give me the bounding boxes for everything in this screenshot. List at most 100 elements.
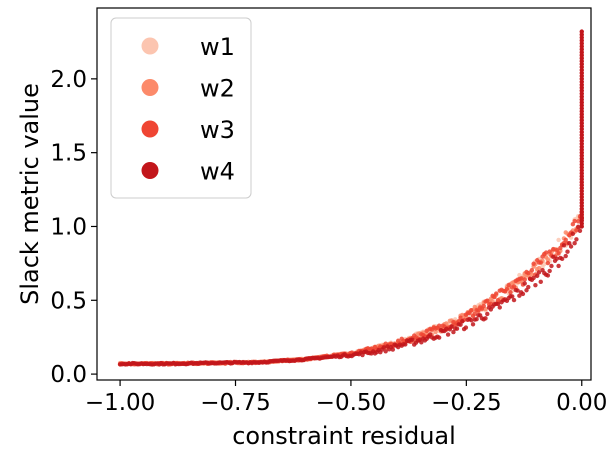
legend-label: w4 [200, 158, 235, 186]
data-point [572, 241, 577, 246]
data-point [536, 265, 542, 271]
data-point [563, 237, 568, 243]
data-point [481, 303, 486, 309]
data-point [551, 246, 556, 252]
data-point [531, 275, 536, 281]
data-point [515, 288, 520, 293]
y-tick-label: 0.0 [50, 362, 87, 388]
data-point [436, 335, 442, 340]
data-point [559, 256, 565, 262]
data-point [485, 298, 490, 303]
data-point [554, 247, 560, 253]
data-point [458, 322, 463, 327]
data-point [474, 316, 479, 322]
data-point [419, 340, 424, 345]
data-point [454, 326, 460, 331]
data-point [533, 282, 538, 288]
data-point [449, 324, 454, 329]
data-point [510, 294, 515, 299]
data-point [535, 273, 540, 279]
legend-label: w2 [200, 75, 235, 103]
data-point [529, 272, 535, 277]
data-point [469, 307, 474, 313]
plot-frame [96, 7, 592, 381]
data-point [576, 224, 581, 230]
x-tick-label: −0.25 [431, 390, 501, 416]
data-point [472, 311, 478, 317]
data-point [520, 291, 526, 297]
data-point [572, 218, 577, 224]
data-point [556, 251, 561, 256]
data-point [538, 279, 543, 285]
data-point [436, 323, 442, 328]
data-point [567, 240, 572, 246]
y-tick-label: 1.0 [50, 214, 87, 240]
legend-item-w1: w1 [141, 33, 235, 61]
data-point [469, 318, 474, 323]
data-point [433, 329, 438, 335]
x-axis-label: constraint residual [232, 422, 456, 450]
data-point [451, 329, 456, 335]
data-point [570, 231, 576, 236]
data-point [517, 272, 522, 278]
data-point [545, 260, 551, 266]
data-point [554, 256, 560, 261]
data-point [492, 294, 497, 300]
data-point [538, 260, 543, 265]
series-w4 [117, 29, 584, 367]
legend-item-w4: w4 [141, 158, 235, 186]
data-point [576, 219, 581, 224]
data-point [485, 311, 490, 317]
data-point [495, 301, 501, 307]
data-point [577, 228, 583, 233]
data-point [558, 245, 563, 251]
data-point [556, 263, 561, 269]
data-point [497, 305, 502, 310]
data-point [460, 319, 465, 324]
data-point [574, 228, 579, 233]
data-point [545, 273, 551, 278]
data-point [483, 316, 488, 321]
legend-item-w3: w3 [141, 116, 235, 144]
data-point [565, 249, 570, 254]
ticks-layer: −1.00 −0.75 −0.50 −0.25 0.00 0.0 0.5 1.0 1.5 2.0 [50, 67, 607, 416]
data-point [545, 257, 551, 262]
data-point [522, 277, 527, 282]
y-tick-label: 2.0 [50, 67, 87, 93]
data-point [511, 297, 517, 303]
legend-marker [141, 120, 159, 138]
y-axis-label: Slack metric value [16, 83, 44, 305]
legend-label: w1 [200, 33, 235, 61]
data-point [495, 297, 501, 303]
data-point [390, 347, 396, 352]
data-point [383, 349, 388, 354]
x-tick-label: −0.75 [200, 390, 270, 416]
legend-marker [141, 37, 159, 55]
data-point [403, 342, 408, 347]
data-point [445, 332, 451, 337]
x-tick-label: −1.00 [85, 390, 155, 416]
legend-marker [141, 162, 159, 179]
data-point [410, 337, 415, 342]
data-point [463, 325, 469, 330]
points-layer [117, 29, 584, 367]
data-point [568, 244, 574, 249]
data-point [526, 270, 531, 276]
data-point [536, 270, 542, 275]
data-point [506, 282, 511, 288]
legend-item-w2: w2 [141, 75, 235, 103]
data-point [547, 268, 552, 274]
legend: w1 w2 w3 w4 [110, 17, 252, 199]
data-point [470, 322, 476, 327]
data-point [579, 29, 584, 34]
data-point [511, 284, 517, 289]
data-point [508, 290, 513, 295]
data-point [522, 281, 527, 286]
data-point [504, 287, 510, 292]
y-tick-label: 1.5 [50, 141, 87, 167]
data-point [543, 250, 549, 255]
y-tick-label: 0.5 [50, 288, 87, 314]
data-point [531, 261, 536, 266]
